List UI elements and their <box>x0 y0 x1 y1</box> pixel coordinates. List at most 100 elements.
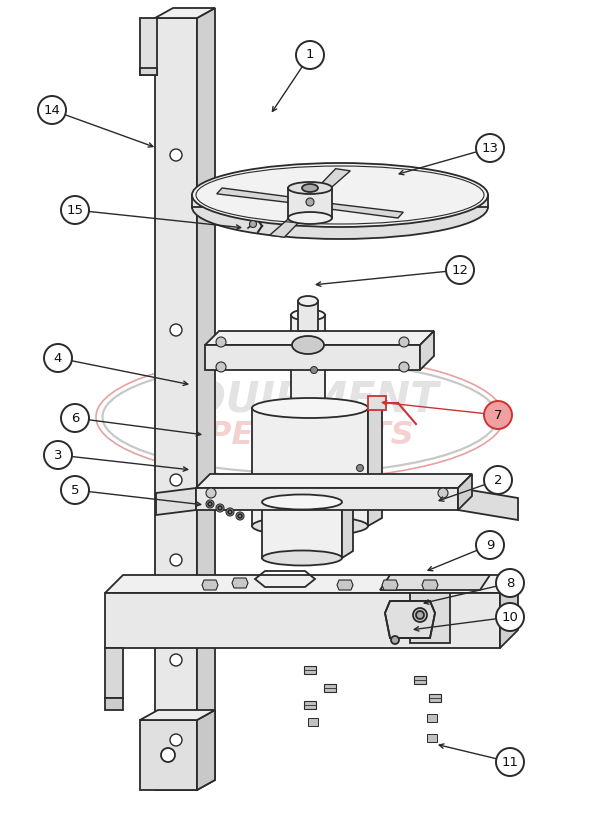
Circle shape <box>484 401 512 429</box>
Text: 9: 9 <box>486 538 494 551</box>
Circle shape <box>296 41 324 69</box>
Text: 5: 5 <box>71 484 79 497</box>
Text: 11: 11 <box>502 755 519 768</box>
Polygon shape <box>458 474 472 510</box>
Text: SPECIALISTS: SPECIALISTS <box>186 420 414 450</box>
Ellipse shape <box>291 399 325 411</box>
Polygon shape <box>342 495 353 558</box>
Circle shape <box>306 198 314 206</box>
Polygon shape <box>429 694 441 702</box>
Polygon shape <box>324 684 336 692</box>
Polygon shape <box>380 575 490 590</box>
Circle shape <box>228 510 232 514</box>
Polygon shape <box>298 301 318 331</box>
Circle shape <box>413 608 427 622</box>
Ellipse shape <box>262 550 342 566</box>
Polygon shape <box>196 488 458 510</box>
Circle shape <box>218 506 222 510</box>
Ellipse shape <box>192 163 488 227</box>
Circle shape <box>206 488 216 498</box>
Polygon shape <box>156 488 196 515</box>
Text: 10: 10 <box>502 611 519 624</box>
Polygon shape <box>427 714 437 722</box>
Polygon shape <box>309 169 350 198</box>
Circle shape <box>310 367 317 373</box>
Polygon shape <box>291 315 325 405</box>
Text: 7: 7 <box>494 408 502 421</box>
Circle shape <box>61 196 89 224</box>
Polygon shape <box>382 580 398 590</box>
Circle shape <box>496 569 524 597</box>
Circle shape <box>170 734 182 746</box>
Ellipse shape <box>252 516 368 536</box>
Circle shape <box>61 404 89 432</box>
Polygon shape <box>205 331 434 345</box>
Polygon shape <box>105 648 123 698</box>
Circle shape <box>236 512 244 520</box>
Circle shape <box>476 134 504 162</box>
Text: 4: 4 <box>54 351 62 364</box>
Circle shape <box>484 466 512 494</box>
Circle shape <box>496 748 524 776</box>
Circle shape <box>44 344 72 372</box>
Polygon shape <box>337 580 353 590</box>
Circle shape <box>476 531 504 559</box>
Polygon shape <box>368 396 386 410</box>
Text: 2: 2 <box>494 473 502 486</box>
Circle shape <box>170 654 182 666</box>
Polygon shape <box>304 666 316 674</box>
Ellipse shape <box>302 184 318 192</box>
Circle shape <box>399 362 409 372</box>
Circle shape <box>438 488 448 498</box>
Circle shape <box>226 508 234 516</box>
Polygon shape <box>252 408 368 526</box>
Polygon shape <box>414 676 426 684</box>
Polygon shape <box>140 710 215 720</box>
Circle shape <box>391 636 399 644</box>
Circle shape <box>61 476 89 504</box>
Circle shape <box>170 554 182 566</box>
Polygon shape <box>308 718 318 726</box>
Polygon shape <box>155 8 215 18</box>
Polygon shape <box>304 701 316 709</box>
Circle shape <box>238 514 242 518</box>
Circle shape <box>216 337 226 347</box>
Text: 1: 1 <box>306 49 314 62</box>
Circle shape <box>446 256 474 284</box>
Polygon shape <box>105 698 123 710</box>
Polygon shape <box>105 593 500 648</box>
Text: EQUIPMENT: EQUIPMENT <box>162 379 438 421</box>
Ellipse shape <box>291 310 325 320</box>
Ellipse shape <box>192 175 488 239</box>
Circle shape <box>496 603 524 631</box>
Polygon shape <box>197 8 215 790</box>
Circle shape <box>38 96 66 124</box>
Polygon shape <box>420 331 434 370</box>
Ellipse shape <box>288 182 332 194</box>
Polygon shape <box>427 734 437 742</box>
Text: 15: 15 <box>67 203 84 216</box>
Ellipse shape <box>292 336 324 354</box>
Polygon shape <box>320 202 404 218</box>
Text: 8: 8 <box>506 576 514 589</box>
Circle shape <box>161 748 175 762</box>
Ellipse shape <box>262 494 342 510</box>
Ellipse shape <box>288 212 332 224</box>
Polygon shape <box>140 68 157 75</box>
Circle shape <box>250 220 257 228</box>
Text: 6: 6 <box>71 411 79 424</box>
Circle shape <box>416 611 424 619</box>
Circle shape <box>208 502 212 506</box>
Circle shape <box>170 324 182 336</box>
Polygon shape <box>197 710 215 790</box>
Circle shape <box>206 500 214 508</box>
Text: 12: 12 <box>451 263 468 276</box>
Text: 3: 3 <box>54 449 63 462</box>
Polygon shape <box>217 188 300 203</box>
Polygon shape <box>155 18 197 790</box>
Polygon shape <box>205 345 420 370</box>
Polygon shape <box>458 488 518 520</box>
Circle shape <box>216 504 224 512</box>
Circle shape <box>170 474 182 486</box>
Polygon shape <box>196 474 472 488</box>
